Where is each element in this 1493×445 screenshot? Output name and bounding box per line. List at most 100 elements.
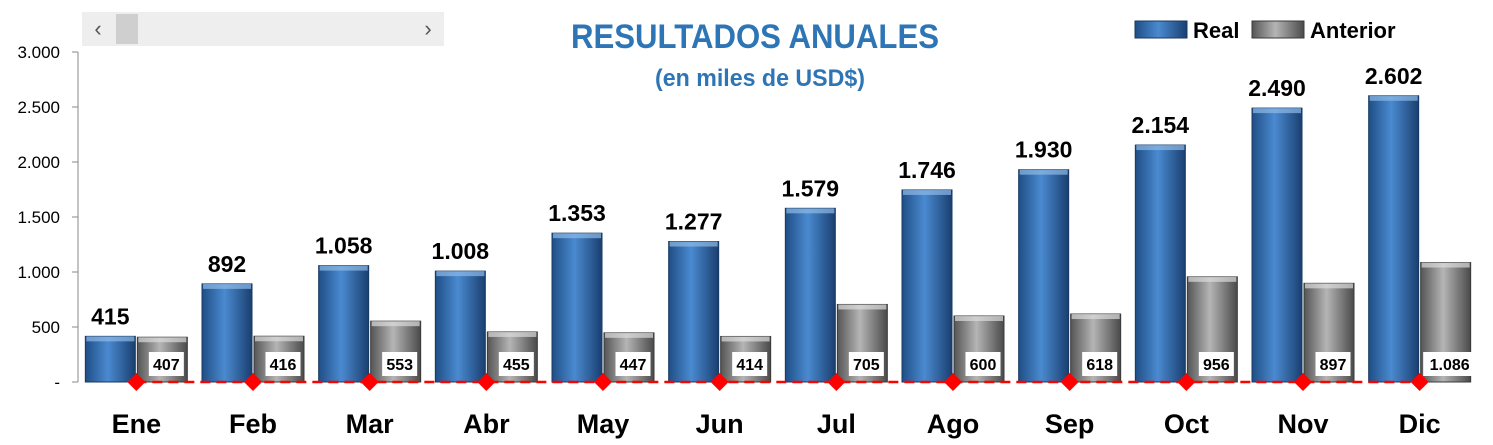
bar-real-bevel — [86, 336, 135, 342]
chart-legend: Real Anterior — [1134, 18, 1396, 43]
data-label-anterior-box — [382, 352, 418, 376]
data-label-real: 1.746 — [898, 157, 956, 183]
bar-real-bevel — [1253, 108, 1301, 114]
bar-real-bevel — [786, 208, 835, 214]
x-tick-label: Abr — [463, 409, 510, 439]
data-label-anterior: 705 — [853, 357, 880, 374]
y-tick-label: 2.500 — [17, 98, 60, 117]
marker-diamond — [477, 373, 496, 391]
bar-real-bevel — [1369, 95, 1418, 101]
bar-anterior-bevel — [1071, 314, 1120, 320]
bar-anterior-bevel — [371, 321, 420, 327]
y-tick-label: 1.500 — [17, 208, 60, 227]
data-label-real: 1.353 — [548, 200, 606, 226]
marker-diamond — [594, 373, 612, 391]
bar-real-feb — [201, 283, 253, 383]
x-tick-label: Nov — [1277, 409, 1328, 439]
bar-real-bevel — [1136, 145, 1185, 151]
x-tick-label: Dic — [1399, 409, 1441, 439]
marker-diamond — [944, 373, 962, 391]
data-label-anterior: 455 — [503, 357, 530, 374]
data-label-anterior: 447 — [620, 357, 647, 374]
marker-diamond — [244, 373, 262, 391]
data-label-anterior-box — [265, 352, 301, 376]
bar-anterior-bevel — [838, 304, 887, 310]
legend-swatch — [1251, 20, 1305, 39]
data-label-anterior-box — [848, 352, 884, 376]
bar-real-dic — [1368, 95, 1420, 383]
x-tick-label: Feb — [229, 409, 277, 439]
marker-diamond — [710, 373, 729, 391]
marker-diamond — [827, 373, 846, 391]
marker-diamond — [1294, 373, 1312, 391]
bars-layer — [84, 95, 1472, 384]
x-axis: Ene Feb Mar Abr May Jun Jul Ago Sep Oct Nov Dic — [112, 409, 1441, 439]
bar-real-bevel — [319, 265, 368, 271]
bar-real-ago — [901, 189, 953, 383]
x-tick-label: Jun — [696, 409, 744, 439]
data-label-anterior: 414 — [736, 357, 763, 374]
data-label-anterior-box — [148, 352, 184, 376]
marker-diamond — [1177, 373, 1196, 391]
bar-anterior-bevel — [1305, 283, 1353, 289]
data-label-anterior-box — [1423, 352, 1477, 376]
data-label-anterior: 600 — [970, 357, 997, 374]
data-label-anterior: 1.086 — [1430, 357, 1470, 374]
bar-real-bevel — [553, 233, 601, 239]
chart-scrollbar[interactable]: ‹ › — [82, 12, 444, 46]
data-label-real: 2.490 — [1248, 75, 1306, 101]
x-tick-label: May — [577, 409, 630, 439]
legend-label: Anterior — [1310, 18, 1396, 43]
bar-anterior-bevel — [605, 332, 653, 338]
data-label-anterior: 407 — [153, 357, 180, 374]
data-label-anterior-box — [732, 352, 768, 376]
data-label-anterior: 897 — [1320, 357, 1347, 374]
x-tick-label: Oct — [1164, 409, 1209, 439]
scroll-thumb[interactable] — [116, 14, 138, 44]
scroll-left-arrow-icon[interactable]: ‹ — [94, 16, 102, 41]
data-labels-layer: 415 407 892 416 1.058 553 1.008 455 1.353 447 1.27… — [91, 63, 1477, 391]
data-label-real: 1.277 — [665, 209, 723, 235]
bar-anterior-bevel — [255, 336, 303, 342]
bar-real-sep — [1018, 169, 1070, 383]
data-label-anterior: 618 — [1086, 357, 1113, 374]
bar-anterior-bevel — [1421, 262, 1470, 268]
marker-diamond — [1060, 373, 1079, 391]
data-label-real: 1.008 — [432, 238, 490, 264]
data-label-real: 1.930 — [1015, 137, 1073, 163]
bar-real-oct — [1134, 144, 1186, 383]
marker-diamond — [127, 373, 146, 391]
data-label-anterior-box — [615, 352, 651, 376]
chart-subtitle: (en miles de USD$) — [655, 65, 865, 92]
y-tick-label: 1.000 — [17, 263, 60, 282]
y-tick-label: 2.000 — [17, 153, 60, 172]
bar-anterior-bevel — [488, 331, 537, 337]
x-tick-label: Jul — [817, 409, 856, 439]
x-tick-label: Mar — [346, 409, 395, 439]
bar-anterior-bevel — [955, 316, 1003, 321]
data-label-real: 415 — [91, 303, 130, 329]
x-tick-label: Ene — [112, 409, 162, 439]
bar-real-abr — [434, 270, 486, 383]
bar-real-bevel — [903, 189, 951, 195]
marker-diamond — [360, 373, 379, 391]
x-tick-label: Ago — [927, 409, 979, 439]
data-label-real: 1.579 — [782, 175, 840, 201]
data-label-real: 1.058 — [315, 233, 373, 259]
data-label-anterior: 416 — [270, 357, 297, 374]
bar-real-nov — [1251, 107, 1303, 383]
bar-real-bevel — [669, 241, 718, 247]
marker-diamond — [1410, 373, 1429, 391]
data-label-anterior-box — [1082, 352, 1118, 376]
data-label-real: 892 — [208, 251, 246, 277]
data-label-real: 2.154 — [1132, 112, 1190, 138]
bar-anterior-bevel — [138, 337, 187, 343]
scroll-right-arrow-icon[interactable]: › — [424, 16, 432, 41]
data-label-anterior-box — [965, 352, 1001, 376]
chart-title: RESULTADOS ANUALES — [571, 18, 939, 56]
data-label-anterior-box — [498, 352, 534, 376]
bar-real-mar — [318, 265, 370, 383]
data-label-anterior-box — [1315, 352, 1351, 376]
y-axis: - 500 1.000 1.500 2.000 2.500 3.000 — [17, 43, 79, 392]
